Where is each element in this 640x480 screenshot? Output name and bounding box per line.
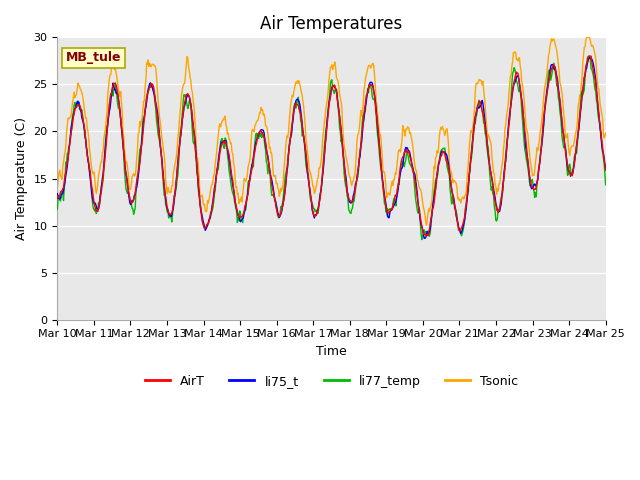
Title: Air Temperatures: Air Temperatures: [260, 15, 403, 33]
Legend: AirT, li75_t, li77_temp, Tsonic: AirT, li75_t, li77_temp, Tsonic: [140, 370, 524, 393]
Text: MB_tule: MB_tule: [66, 51, 121, 64]
Y-axis label: Air Temperature (C): Air Temperature (C): [15, 117, 28, 240]
X-axis label: Time: Time: [316, 345, 347, 358]
